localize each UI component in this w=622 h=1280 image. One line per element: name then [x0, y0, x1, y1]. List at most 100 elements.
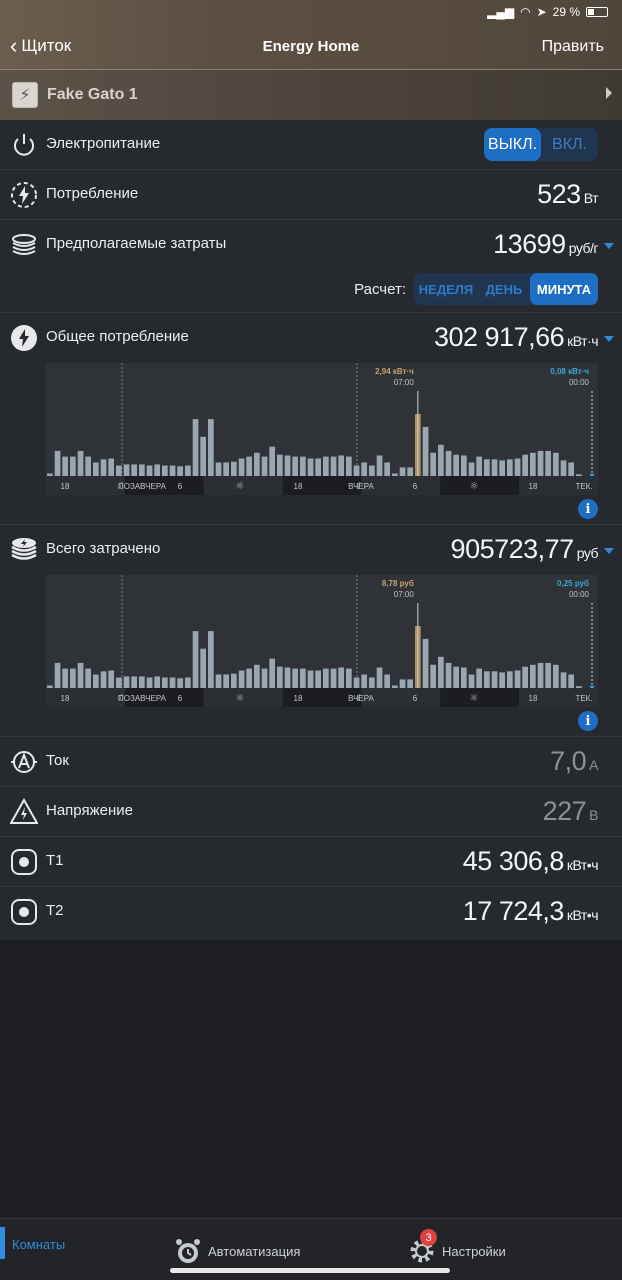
chart-bar[interactable] — [307, 458, 314, 477]
chart-bar[interactable] — [438, 656, 444, 688]
chart-bar[interactable] — [116, 465, 122, 477]
edit-button[interactable]: Править — [541, 38, 604, 55]
chart-bar[interactable] — [192, 419, 199, 476]
chart-bar[interactable] — [376, 667, 383, 689]
tab-rooms[interactable]: Комнаты — [12, 1237, 65, 1252]
back-button[interactable]: ‹ Щиток — [10, 35, 71, 57]
chart-bar[interactable] — [392, 473, 398, 477]
chart-bar[interactable] — [453, 666, 459, 688]
chart-bar[interactable] — [70, 668, 76, 688]
chart-bar[interactable] — [507, 459, 513, 476]
chart-bar[interactable] — [384, 674, 390, 689]
chart-bar[interactable] — [123, 676, 130, 688]
chart-bar[interactable] — [85, 668, 91, 688]
total-spent-row[interactable]: Всего затрачено 905723,77 руб — [0, 525, 622, 575]
chart-bar[interactable] — [422, 638, 429, 688]
chart-bar[interactable] — [560, 460, 567, 476]
power-toggle[interactable]: ВЫКЛ. ВКЛ. — [484, 128, 598, 161]
chart-bar[interactable] — [177, 466, 183, 476]
chart-bar[interactable] — [376, 455, 383, 477]
chart-bar[interactable] — [146, 465, 153, 477]
chart-bar[interactable] — [315, 670, 321, 689]
chart-bar[interactable] — [269, 446, 275, 476]
chart-bar[interactable] — [323, 668, 329, 688]
chart-bar[interactable] — [399, 679, 406, 688]
chart-bar[interactable] — [576, 686, 582, 688]
chart-bar[interactable] — [484, 671, 490, 688]
chart-bar[interactable] — [430, 664, 436, 688]
chart-bar[interactable] — [338, 455, 344, 477]
chart-bar[interactable] — [54, 450, 61, 476]
chart-bar[interactable] — [576, 474, 582, 476]
chart-bar[interactable] — [116, 677, 122, 689]
chart-bar[interactable] — [476, 456, 482, 476]
chart-bar[interactable] — [223, 462, 229, 477]
chart-bar[interactable] — [300, 456, 306, 476]
chart-bar[interactable] — [530, 452, 536, 476]
chart-bar[interactable] — [545, 450, 551, 476]
chart-bar[interactable] — [407, 679, 413, 688]
total-consumption-row[interactable]: Общее потребление 302 917,66 кВт·ч — [0, 313, 622, 363]
chart-bar[interactable] — [476, 668, 482, 688]
chart-bar[interactable] — [522, 454, 528, 476]
chart-bar[interactable] — [514, 458, 521, 477]
power-on-option[interactable]: ВКЛ. — [552, 135, 587, 153]
chart-bar[interactable] — [238, 458, 245, 477]
chart-bar[interactable] — [468, 674, 475, 689]
chart-bar[interactable] — [123, 464, 130, 476]
calculation-segmented-control[interactable]: НЕДЕЛЯ ДЕНЬ МИНУТА — [414, 273, 598, 305]
chart-bar[interactable] — [215, 462, 222, 477]
chart-bar[interactable] — [461, 667, 467, 689]
calc-option-week[interactable]: НЕДЕЛЯ — [418, 281, 474, 297]
chart-bar[interactable] — [185, 677, 191, 689]
chart-bar[interactable] — [399, 467, 406, 476]
chart-bar[interactable] — [77, 450, 84, 476]
chart-bar[interactable] — [169, 677, 176, 689]
chart-bar[interactable] — [553, 452, 559, 476]
chart-bar[interactable] — [169, 465, 176, 477]
chart-bar[interactable] — [461, 455, 467, 477]
chart-bar[interactable] — [146, 677, 153, 689]
chart-bar[interactable] — [330, 668, 337, 688]
chart-bar[interactable] — [468, 462, 475, 477]
chart-bar[interactable] — [154, 676, 160, 688]
chart-bar[interactable] — [62, 668, 68, 688]
chart-bar[interactable] — [553, 664, 559, 688]
dropdown-arrow-icon[interactable] — [604, 243, 614, 249]
chart-bar[interactable] — [537, 662, 544, 688]
chart-bar[interactable] — [499, 460, 505, 476]
chart-bar[interactable] — [77, 662, 84, 688]
chart-bar[interactable] — [200, 436, 206, 476]
energy-history-chart[interactable]: 2,94 кВт·ч 07:00 0,08 кВт·ч 00:00 18 ПОЗАВЧЕР… — [46, 363, 598, 495]
chart-bar[interactable] — [139, 676, 145, 688]
chart-bar[interactable] — [568, 674, 574, 689]
chart-bar[interactable] — [323, 456, 329, 476]
chart-bar[interactable] — [346, 456, 352, 476]
chart-bar[interactable] — [231, 673, 237, 688]
chart-bar[interactable] — [545, 662, 551, 688]
chart-bar[interactable] — [108, 458, 114, 477]
chart-bar[interactable] — [369, 677, 375, 689]
chart-bar[interactable] — [47, 473, 53, 477]
tab-settings[interactable]: 3 Настройки — [408, 1229, 506, 1265]
chart-bar[interactable] — [246, 668, 252, 688]
chart-bar[interactable] — [139, 464, 145, 476]
chart-bar[interactable] — [346, 668, 352, 688]
chart-bar[interactable] — [254, 452, 260, 476]
chart-bar[interactable] — [568, 462, 574, 477]
chart-bar[interactable] — [154, 464, 160, 476]
chart-bar[interactable] — [93, 674, 99, 689]
chart-bar[interactable] — [93, 462, 99, 477]
chart-bar[interactable] — [246, 456, 252, 476]
chart-bar[interactable] — [162, 677, 168, 689]
chart-bar[interactable] — [361, 462, 367, 477]
chart-bar[interactable] — [307, 670, 314, 689]
chart-bar[interactable] — [422, 426, 429, 476]
chart-bar[interactable] — [392, 685, 398, 689]
dropdown-arrow-icon[interactable] — [604, 336, 614, 342]
chart-bar[interactable] — [238, 670, 245, 689]
chart-bar[interactable] — [507, 671, 513, 688]
chart-bar[interactable] — [522, 666, 528, 688]
chart-bar[interactable] — [215, 674, 222, 689]
chart-bar[interactable] — [407, 467, 413, 476]
